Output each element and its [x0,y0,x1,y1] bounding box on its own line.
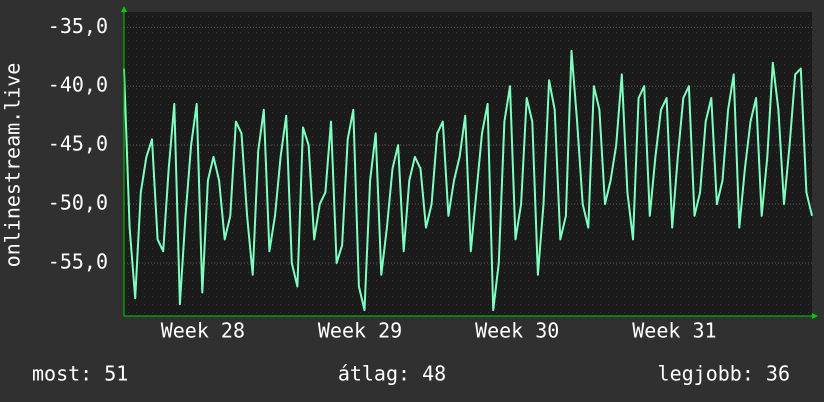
x-tick-label: Week 30 [475,319,559,343]
y-tick-label: -40,0 [48,73,108,97]
axis-arrow [812,313,818,319]
y-tick-label: -35,0 [48,14,108,38]
y-tick-label: -50,0 [48,191,108,215]
data-line [123,49,813,312]
footer-stat: legjobb: 36 [658,362,790,386]
x-tick-label: Week 28 [161,319,245,343]
footer-stat: átlag: 48 [338,362,446,386]
x-tick-label: Week 29 [318,319,402,343]
y-tick-label: -45,0 [48,132,108,156]
y-axis-label: onlinestream.live [1,63,25,268]
x-tick-label: Week 31 [632,319,716,343]
y-tick-label: -55,0 [48,249,108,273]
axis-arrow [121,6,127,12]
footer-stat: most: 51 [32,362,128,386]
